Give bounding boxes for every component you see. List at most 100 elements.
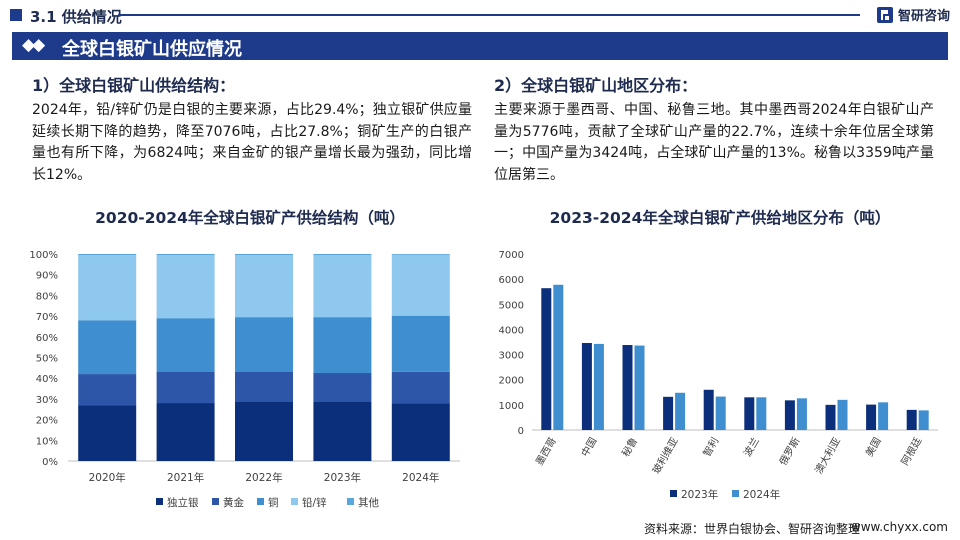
y-tick-label: 10% (36, 436, 58, 447)
legend-label: 独立银 (167, 496, 199, 509)
bar-segment (78, 320, 137, 375)
bar (622, 345, 633, 430)
bar (866, 404, 877, 430)
bar-segment (313, 402, 372, 461)
bar (825, 404, 836, 430)
left-heading: 1）全球白银矿山供给结构： (32, 76, 236, 95)
bar (918, 410, 929, 430)
legend-label: 黄金 (223, 496, 244, 509)
bar-segment (313, 254, 372, 256)
grouped-bar-chart: 0 1000 2000 3000 4000 5000 6000 7000 墨西哥 中国 秘鲁 玻利维亚… (499, 250, 938, 501)
bar-segment (78, 254, 137, 256)
stacked-percent-bar-chart: 0% 10% 20% 30% 40% 50% 60% 70% 80% 90% 100% 2020年 20… (29, 250, 460, 509)
header-divider (118, 14, 860, 16)
section-label: 3.1 供给情况 (30, 8, 122, 26)
bar-segment (391, 403, 450, 461)
y-tick-label: 2000 (499, 376, 524, 387)
section-marker-icon (10, 9, 22, 21)
y-tick-label: 6000 (499, 275, 524, 286)
x-tick-label: 2022年 (245, 471, 282, 484)
bar (878, 402, 889, 430)
bar-segment (235, 254, 293, 256)
legend-label: 其他 (358, 496, 379, 509)
bar (581, 343, 592, 430)
diamond-icon: ◆◆ (22, 35, 45, 55)
x-tick-label: 2021年 (167, 471, 204, 484)
website-url: www.chyxx.com (850, 520, 948, 534)
bar-segment (313, 317, 372, 374)
legend-label: 铜 (268, 497, 279, 509)
top-bar: 3.1 供给情况 智研咨询 (0, 0, 960, 30)
bar (715, 396, 726, 430)
bar (541, 288, 552, 430)
right-paragraph: 主要来源于墨西哥、中国、秘鲁三地。其中墨西哥2024年白银矿山产量为5776吨，… (494, 102, 934, 183)
legend-swatch (670, 490, 677, 497)
source-note: 资料来源：世界白银协会、智研咨询整理 (643, 522, 860, 536)
y-tick-label: 1000 (499, 401, 524, 412)
x-tick-label: 俄罗斯 (776, 435, 802, 467)
bar-segment (235, 317, 293, 372)
bar (703, 389, 714, 430)
bar-segment (78, 405, 137, 461)
brand-mark-icon (876, 6, 893, 23)
y-tick-label: 80% (36, 291, 58, 302)
y-tick-label: 60% (36, 333, 58, 344)
x-tick-label: 智利 (700, 435, 721, 459)
banner-title: 全球白银矿山供应情况 (62, 39, 242, 60)
y-tick-label: 0 (518, 426, 524, 437)
bar-segment (156, 318, 215, 372)
x-tick-label: 阿根廷 (898, 435, 924, 467)
y-tick-label: 0% (42, 457, 58, 468)
bar-segment (78, 374, 137, 406)
legend-label: 2023年 (681, 488, 718, 501)
x-tick-label: 玻利维亚 (649, 435, 680, 476)
x-tick-label: 2023年 (324, 471, 361, 484)
bar (744, 397, 755, 430)
bar (593, 343, 604, 430)
y-tick-label: 20% (36, 416, 58, 427)
right-heading: 2）全球白银矿山地区分布： (494, 76, 698, 95)
legend-swatch (291, 498, 298, 505)
chart1-title: 2020-2024年全球白银矿产供给结构（吨） (95, 209, 405, 227)
bar-segment (313, 373, 372, 403)
bar-segment (235, 371, 293, 403)
legend-label: 铅/锌 (302, 496, 327, 509)
brand-name: 智研咨询 (897, 9, 950, 24)
bar-segment (391, 315, 450, 372)
bar-segment (156, 403, 215, 461)
y-tick-label: 50% (36, 354, 58, 365)
bar (756, 397, 767, 430)
x-tick-label: 澳大利亚 (812, 435, 843, 476)
y-tick-label: 7000 (499, 250, 524, 261)
bar-segment (391, 254, 450, 255)
section-banner: ◆◆ 全球白银矿山供应情况 (12, 32, 948, 60)
bar-segment (78, 255, 137, 321)
y-tick-label: 100% (29, 250, 58, 261)
y-tick-label: 90% (36, 271, 58, 282)
chart2-title: 2023-2024年全球白银矿产供给地区分布（吨） (549, 209, 891, 227)
y-tick-label: 4000 (499, 325, 524, 336)
x-tick-label: 2024年 (402, 471, 439, 484)
y-tick-label: 40% (36, 374, 58, 385)
x-tick-label: 墨西哥 (534, 436, 559, 468)
bar-segment (235, 402, 293, 461)
bar (784, 400, 795, 430)
bar (675, 392, 686, 430)
y-tick-label: 30% (36, 395, 58, 406)
bar-segment (156, 371, 215, 404)
legend-swatch (732, 490, 739, 497)
bar-segment (391, 371, 450, 404)
y-tick-label: 70% (36, 312, 58, 323)
x-tick-label: 2020年 (89, 471, 126, 484)
bar-segment (313, 255, 372, 318)
bar-segment (156, 255, 215, 319)
left-paragraph: 2024年，铅/锌矿仍是白银的主要来源，占比29.4%；独立银矿供应量延续长期下… (32, 102, 472, 183)
legend-swatch (212, 498, 219, 505)
y-tick-label: 3000 (499, 351, 524, 362)
x-tick-label: 美国 (862, 435, 883, 459)
bar-segment (235, 255, 293, 318)
bar (796, 398, 807, 430)
x-tick-label: 波兰 (741, 435, 762, 459)
legend-swatch (347, 498, 354, 505)
bar (837, 399, 848, 430)
